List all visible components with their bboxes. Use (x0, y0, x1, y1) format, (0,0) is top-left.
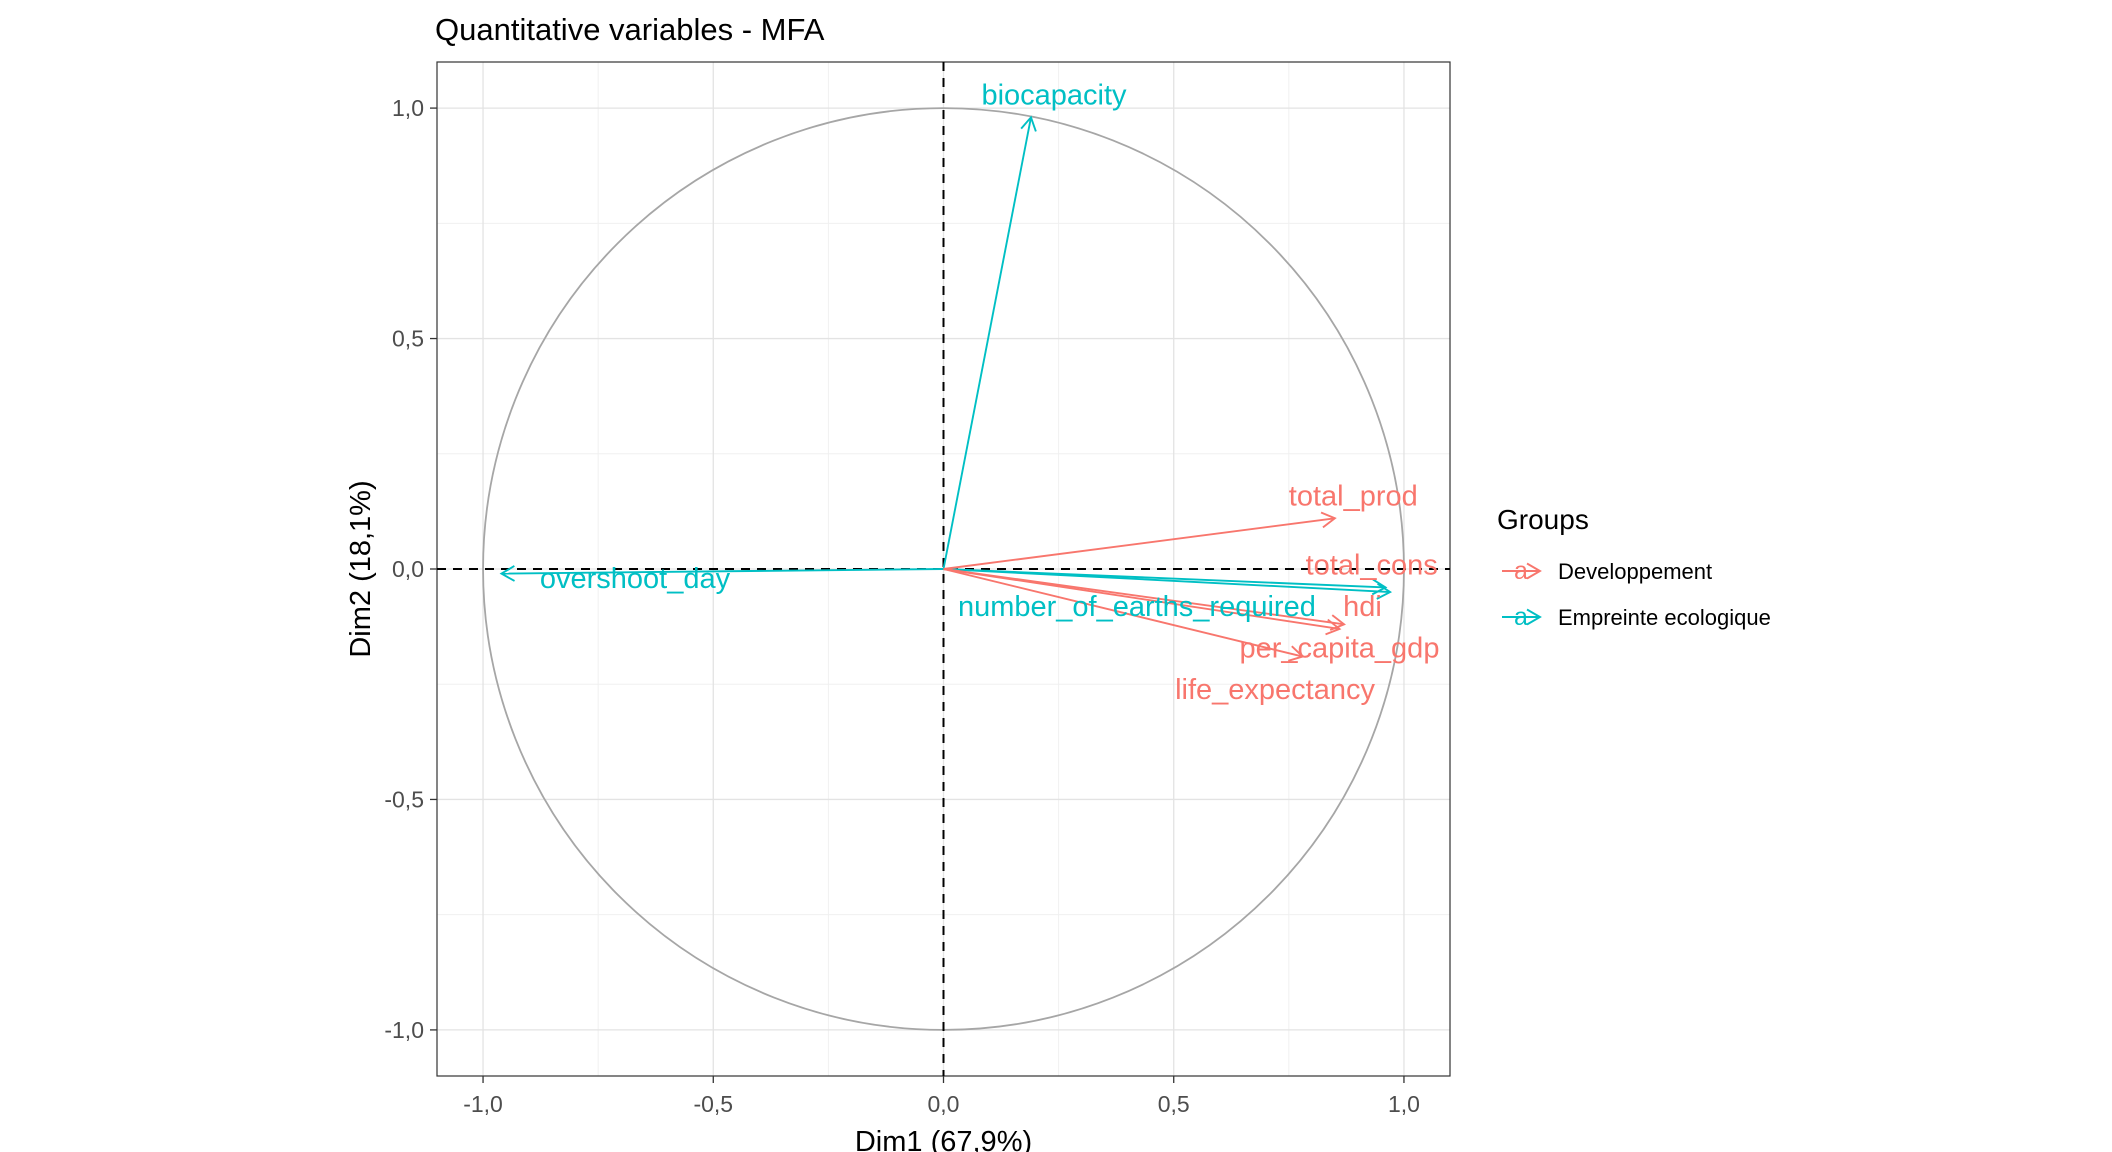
legend: Groups a Developpement a Empreinte ecologiq… (1497, 504, 1771, 631)
label-overshoot-day: overshoot_day (540, 563, 731, 595)
label-total-cons: total_cons (1306, 549, 1438, 581)
x-axis-title: Dim1 (67,9%) (855, 1126, 1032, 1152)
arrow-line-life-expectancy (943, 568, 1303, 658)
label-number-of-earths-required: number_of_earths_required (958, 591, 1316, 623)
arrow-per-capita-gdp (943, 568, 1342, 636)
y-tick-label: 0,5 (392, 326, 424, 352)
zero-lines (437, 62, 1450, 1076)
arrow-overshoot-day (499, 565, 944, 582)
arrow-head-per-capita-gdp (1325, 618, 1342, 636)
label-hdi: hdi (1343, 591, 1382, 623)
arrow-life-expectancy (943, 568, 1305, 662)
arrow-line-total-prod (943, 517, 1336, 570)
legend-key-arrowhead (1526, 608, 1542, 626)
chart-title: Quantitative variables - MFA (435, 12, 825, 47)
y-axis-title: Dim2 (18,1%) (345, 480, 377, 657)
label-life-expectancy: life_expectancy (1175, 674, 1375, 706)
arrow-head-biocapacity (1020, 115, 1037, 132)
x-tick-label: 0,5 (1158, 1091, 1190, 1117)
legend-entry-developpement: a Developpement (1502, 557, 1712, 585)
legend-entry-empreinte-ecologique: a Empreinte ecologique (1502, 603, 1771, 631)
arrow-head-total-prod (1320, 511, 1337, 529)
x-axis: -1,0 -0,5 0,0 0,5 1,0 (463, 1076, 1420, 1117)
x-tick-label: -0,5 (693, 1091, 733, 1117)
label-biocapacity: biocapacity (981, 79, 1127, 111)
legend-key-glyph: a (1514, 557, 1528, 585)
legend-key-glyph: a (1514, 603, 1528, 631)
x-tick-label: -1,0 (463, 1091, 503, 1117)
x-tick-label: 1,0 (1388, 1091, 1420, 1117)
x-tick-label: 0,0 (928, 1091, 960, 1117)
arrow-line-overshoot-day (501, 568, 944, 575)
y-tick-label: -0,5 (384, 786, 424, 812)
label-per-capita-gdp: per_capita_gdp (1240, 632, 1440, 664)
arrow-line-per-capita-gdp (943, 568, 1340, 630)
legend-title: Groups (1497, 504, 1589, 535)
arrow-head-overshoot-day (499, 565, 515, 582)
arrow-head-total-cons (1376, 583, 1393, 600)
arrows-layer (499, 115, 1393, 662)
arrow-line-biocapacity (942, 117, 1032, 570)
legend-label: Empreinte ecologique (1558, 605, 1771, 630)
y-tick-label: 1,0 (392, 95, 424, 121)
legend-key-arrowhead (1526, 562, 1542, 580)
y-tick-label: 0,0 (392, 556, 424, 582)
arrow-total-cons (943, 568, 1393, 600)
y-axis: 1,0 0,5 0,0 -0,5 -1,0 (384, 95, 437, 1043)
arrow-biocapacity (942, 115, 1037, 570)
arrow-labels-layer: biocapacity overshoot_day number_of_earths… (540, 79, 1440, 706)
arrow-total-prod (943, 511, 1337, 570)
arrow-line-total-cons (943, 568, 1391, 593)
legend-label: Developpement (1558, 559, 1712, 584)
arrow-head-life-expectancy (1287, 645, 1305, 662)
label-total-prod: total_prod (1289, 480, 1418, 512)
y-tick-label: -1,0 (384, 1017, 424, 1043)
